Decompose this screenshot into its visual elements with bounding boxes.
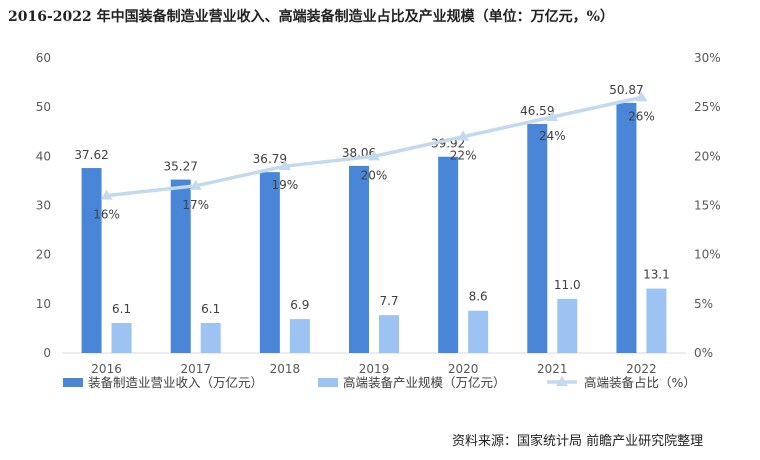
x-tick-label: 2019 xyxy=(359,362,390,376)
bar-high-end xyxy=(646,288,667,353)
legend-swatch-high-end xyxy=(318,378,338,387)
data-label-revenue: 46.59 xyxy=(520,104,554,118)
bar-high-end xyxy=(557,298,578,353)
data-label-share: 22% xyxy=(450,149,477,163)
data-label-share: 16% xyxy=(93,208,120,222)
y-left-tick-label: 20 xyxy=(36,248,51,262)
x-tick-label: 2016 xyxy=(91,362,122,376)
data-label-high-end: 6.9 xyxy=(290,298,309,312)
y-left-tick-label: 60 xyxy=(36,51,51,65)
y-right-tick-label: 10% xyxy=(694,248,721,262)
y-left-tick-label: 30 xyxy=(36,199,51,213)
bar-high-end xyxy=(200,323,221,353)
data-label-high-end: 6.1 xyxy=(201,302,220,316)
data-label-revenue: 37.62 xyxy=(74,148,108,162)
data-label-share: 19% xyxy=(272,178,299,192)
data-label-high-end: 6.1 xyxy=(112,302,131,316)
bar-high-end xyxy=(111,323,132,353)
data-label-share: 20% xyxy=(361,168,388,182)
y-left-tick-label: 10 xyxy=(36,297,51,311)
y-right-tick-label: 15% xyxy=(694,199,721,213)
y-left-tick-label: 50 xyxy=(36,100,51,114)
share-marker xyxy=(278,160,291,171)
bar-revenue xyxy=(81,168,102,353)
data-label-high-end: 8.6 xyxy=(469,290,488,304)
legend-marker-share xyxy=(556,376,568,386)
y-right-tick-label: 25% xyxy=(694,100,721,114)
share-marker xyxy=(635,91,648,102)
y-right-tick-label: 0% xyxy=(694,346,713,360)
data-label-revenue: 50.87 xyxy=(609,83,643,97)
data-label-revenue: 36.79 xyxy=(253,152,287,166)
data-label-high-end: 11.0 xyxy=(554,278,581,292)
bar-high-end xyxy=(468,310,489,353)
bar-revenue xyxy=(527,123,548,354)
share-marker xyxy=(546,111,559,121)
share-marker xyxy=(100,189,113,200)
y-right-tick-label: 5% xyxy=(694,297,713,311)
data-label-share: 24% xyxy=(539,129,566,143)
x-tick-label: 2020 xyxy=(448,362,479,376)
share-marker xyxy=(189,179,202,190)
chart-title: 2016-2022 年中国装备制造业营业收入、高端装备制造业占比及产业规模（单位… xyxy=(8,9,614,25)
x-tick-label: 2022 xyxy=(626,362,657,376)
data-label-high-end: 13.1 xyxy=(643,268,670,282)
data-label-share: 17% xyxy=(182,198,209,212)
data-label-high-end: 7.7 xyxy=(379,294,398,308)
y-right-tick-label: 30% xyxy=(694,51,721,65)
share-marker xyxy=(368,150,380,161)
source-note: 资料来源：国家统计局 前瞻产业研究院整理 xyxy=(452,434,704,449)
bar-high-end xyxy=(379,315,399,353)
share-marker xyxy=(457,130,470,141)
y-left-tick-label: 40 xyxy=(36,149,51,163)
bar-high-end xyxy=(289,319,310,353)
bar-revenue xyxy=(259,172,280,353)
data-label-revenue: 35.27 xyxy=(164,160,198,174)
x-tick-label: 2018 xyxy=(270,362,301,376)
x-tick-label: 2017 xyxy=(180,362,211,376)
bar-revenue xyxy=(170,179,191,353)
bar-revenue xyxy=(438,156,459,353)
legend-label-high-end: 高端装备产业规模（万亿元） xyxy=(343,375,506,390)
legend-label-revenue: 装备制造业营业收入（万亿元） xyxy=(88,375,263,390)
legend-swatch-revenue xyxy=(63,378,83,387)
data-label-share: 26% xyxy=(628,109,655,123)
x-tick-label: 2021 xyxy=(537,362,568,376)
y-left-tick-label: 0 xyxy=(43,346,51,360)
bar-revenue xyxy=(349,165,369,353)
legend-label-share: 高端装备占比（%） xyxy=(584,375,696,390)
bar-revenue xyxy=(616,102,637,354)
y-right-tick-label: 20% xyxy=(694,149,721,163)
